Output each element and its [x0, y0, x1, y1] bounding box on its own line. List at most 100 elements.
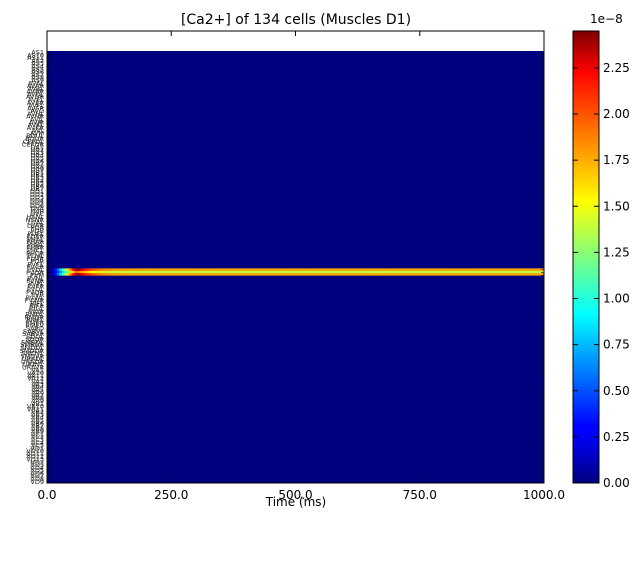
- active-row-core: [379, 270, 383, 274]
- cell-label: AVEL: [28, 96, 45, 104]
- colorbar-gradient: [572, 30, 600, 484]
- active-row-core: [136, 270, 140, 274]
- active-row-core: [181, 270, 185, 274]
- active-row-core: [375, 270, 379, 274]
- active-row-core: [268, 270, 272, 274]
- active-row-core: [387, 270, 391, 274]
- cell-label: VB9: [31, 428, 44, 436]
- active-row-core: [96, 270, 100, 274]
- cell-label: VB7: [31, 422, 44, 430]
- active-row-core: [186, 270, 190, 274]
- cell-label: AS1: [31, 49, 44, 57]
- active-row-core: [404, 270, 408, 274]
- active-row-core: [141, 270, 145, 274]
- active-row-core: [524, 270, 528, 274]
- cell-label: PVQR: [26, 288, 44, 296]
- cell-label: AS9: [31, 76, 44, 84]
- cell-label: VD10: [26, 447, 44, 455]
- active-row-core: [81, 270, 85, 274]
- active-row-core: [178, 270, 182, 274]
- active-row-core: [114, 270, 118, 274]
- cell-label: SMBDR: [20, 341, 44, 349]
- cell-label: PVPL: [28, 280, 44, 288]
- active-row-core: [479, 270, 483, 274]
- cell-label: RIFL: [30, 299, 44, 307]
- cell-label: AVJL: [30, 115, 44, 123]
- active-row-core: [163, 270, 167, 274]
- cell-label: VB1: [31, 400, 44, 408]
- cell-label: VB10: [27, 403, 44, 411]
- cell-label: DA5: [31, 155, 44, 163]
- cell-label: VD6: [30, 469, 44, 477]
- active-row-core: [529, 270, 533, 274]
- y-axis-cell-labels: AS1AS10AS11AS2AS3AS4AS5AS6AS7AS8AS9AVALA…: [20, 49, 45, 486]
- active-row-core: [417, 270, 421, 274]
- active-row-core: [71, 270, 75, 274]
- active-row-core: [146, 270, 150, 274]
- cell-label: PVNR: [26, 277, 44, 285]
- cell-label: URADR: [21, 358, 44, 366]
- active-row-core: [437, 270, 441, 274]
- cell-label: AVKR: [27, 124, 45, 132]
- active-row-core: [275, 270, 279, 274]
- active-row-core: [486, 270, 490, 274]
- plot-frame: [46, 30, 545, 484]
- cell-label: AVJR: [29, 118, 44, 126]
- cell-label: VB8: [31, 425, 44, 433]
- cell-label: DVB: [30, 207, 44, 215]
- colorbar-tick-label: 2.25: [603, 61, 630, 75]
- cell-label: AVFL: [28, 102, 44, 110]
- cell-label: PVPR: [27, 283, 44, 291]
- cell-label: SMDDL: [21, 344, 45, 352]
- cell-label: VB5: [31, 416, 44, 424]
- x-tick-label: 500.0: [278, 488, 312, 502]
- active-row-core: [327, 270, 331, 274]
- active-row-core: [360, 270, 364, 274]
- active-row-core: [461, 270, 465, 274]
- active-row-core: [101, 270, 105, 274]
- cell-label: AVER: [27, 99, 45, 107]
- cell-label: VD5: [30, 467, 44, 475]
- cell-label: DA2: [31, 146, 44, 154]
- active-row-core: [315, 270, 319, 274]
- active-row-core: [501, 270, 505, 274]
- active-row-core: [129, 270, 132, 274]
- cell-label: AS11: [27, 54, 44, 62]
- active-row-core: [138, 270, 142, 274]
- active-row-core: [342, 270, 346, 274]
- active-row-core: [106, 270, 110, 274]
- colorbar-tick-label: 0.00: [603, 476, 630, 490]
- cell-label: PVDL: [27, 266, 44, 274]
- active-row-core: [104, 270, 108, 274]
- cell-label: DB3: [30, 174, 44, 182]
- active-row-core: [290, 270, 294, 274]
- cell-label: PVWR: [25, 297, 45, 305]
- active-row-core: [300, 270, 304, 274]
- cell-label: VD8: [30, 475, 44, 483]
- cell-label: PHCR: [26, 249, 44, 257]
- colorbar-scale-label: 1e−8: [590, 12, 623, 26]
- cell-label: AVBL: [27, 85, 44, 93]
- cell-label: RMEV: [25, 322, 44, 330]
- active-row-core: [429, 270, 433, 274]
- cell-label: AVG: [30, 107, 44, 115]
- active-row-core: [240, 270, 244, 274]
- cell-label: VB2: [31, 408, 44, 416]
- active-row-core: [161, 270, 165, 274]
- active-row-core: [514, 270, 518, 274]
- active-row-core: [64, 270, 68, 274]
- cell-label: AVHL: [27, 110, 44, 118]
- cell-label: PVCL: [27, 260, 44, 268]
- cell-label: DD1: [30, 188, 44, 196]
- active-row-core: [89, 270, 93, 274]
- active-row-core: [250, 270, 254, 274]
- cell-label: SABD: [26, 325, 44, 333]
- active-row-core: [442, 270, 446, 274]
- cell-label: URADL: [22, 355, 44, 363]
- active-row-core: [245, 270, 249, 274]
- cell-label: DB6: [30, 182, 44, 190]
- active-row-core: [183, 270, 187, 274]
- active-row-core: [317, 270, 321, 274]
- cell-label: VA4: [31, 383, 44, 391]
- active-row-core: [173, 270, 177, 274]
